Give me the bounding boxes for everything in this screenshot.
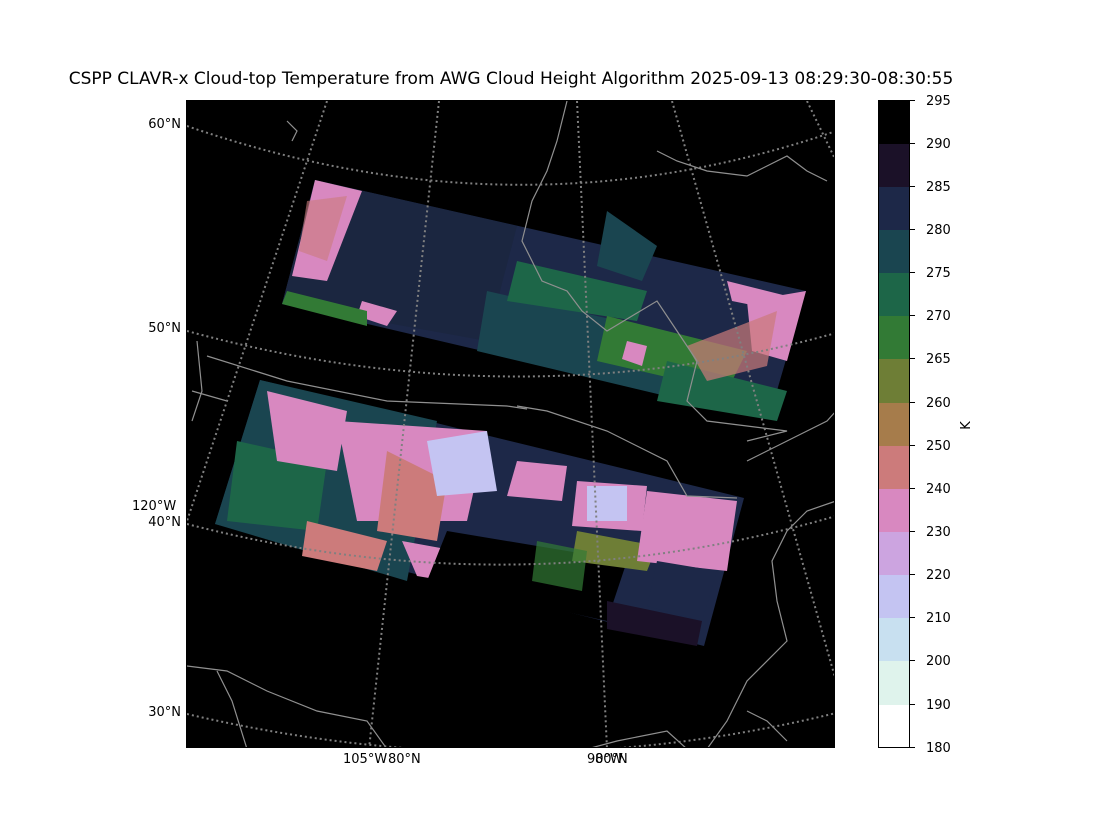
colorbar-tick bbox=[910, 747, 915, 748]
lat-label-50: 50°N bbox=[148, 321, 181, 336]
colorbar-tick bbox=[910, 315, 915, 316]
graticule bbox=[187, 101, 834, 747]
colorbar-tick bbox=[910, 617, 915, 618]
southern-swath bbox=[215, 380, 744, 646]
colorbar-tick-label: 240 bbox=[926, 482, 951, 497]
map-canvas bbox=[187, 101, 834, 747]
colorbar-tick-label: 270 bbox=[926, 309, 951, 324]
colorbar-tick bbox=[910, 229, 915, 230]
colorbar-tick-label: 290 bbox=[926, 137, 951, 152]
colorbar-tick-label: 180 bbox=[926, 741, 951, 756]
overlap-label-80n-b: 80°N bbox=[595, 752, 628, 767]
colorbar-band bbox=[879, 187, 909, 230]
colorbar-band bbox=[879, 575, 909, 618]
lat-label-60: 60°N bbox=[148, 117, 181, 132]
colorbar-unit-label: K bbox=[958, 421, 974, 430]
colorbar-tick bbox=[910, 100, 915, 101]
colorbar-tick-label: 200 bbox=[926, 654, 951, 669]
colorbar-band bbox=[879, 316, 909, 359]
colorbar-band bbox=[879, 532, 909, 575]
colorbar-band bbox=[879, 101, 909, 144]
colorbar-tick-label: 190 bbox=[926, 698, 951, 713]
colorbar-band bbox=[879, 144, 909, 187]
colorbar-tick-label: 280 bbox=[926, 223, 951, 238]
colorbar-tick bbox=[910, 186, 915, 187]
colorbar-band bbox=[879, 273, 909, 316]
colorbar-tick-label: 220 bbox=[926, 568, 951, 583]
colorbar-tick bbox=[910, 143, 915, 144]
colorbar-band bbox=[879, 230, 909, 273]
colorbar-tick bbox=[910, 488, 915, 489]
colorbar-band bbox=[879, 446, 909, 489]
lon-label-120w: 120°W bbox=[132, 499, 177, 514]
colorbar-tick-label: 260 bbox=[926, 396, 951, 411]
colorbar-tick-label: 230 bbox=[926, 525, 951, 540]
lon-label-105w: 105°W bbox=[343, 752, 388, 767]
northern-swath bbox=[282, 180, 806, 421]
colorbar-tick bbox=[910, 358, 915, 359]
lon-label-90w: 90°W bbox=[587, 752, 623, 767]
colorbar-band bbox=[879, 489, 909, 532]
colorbar-tick bbox=[910, 660, 915, 661]
lat-label-30: 30°N bbox=[148, 705, 181, 720]
colorbar-tick bbox=[910, 402, 915, 403]
colorbar-tick-label: 295 bbox=[926, 94, 951, 109]
lat-label-40: 40°N bbox=[148, 515, 181, 530]
colorbar-band bbox=[879, 359, 909, 403]
colorbar bbox=[878, 100, 910, 748]
colorbar-tick bbox=[910, 445, 915, 446]
colorbar-tick-label: 275 bbox=[926, 266, 951, 281]
colorbar-tick bbox=[910, 272, 915, 273]
colorbar-tick bbox=[910, 574, 915, 575]
map-panel bbox=[186, 100, 835, 748]
colorbar-tick-label: 250 bbox=[926, 439, 951, 454]
colorbar-band bbox=[879, 705, 909, 747]
colorbar-band bbox=[879, 661, 909, 705]
colorbar-tick-label: 210 bbox=[926, 611, 951, 626]
colorbar-band bbox=[879, 403, 909, 446]
coastlines bbox=[187, 101, 834, 747]
colorbar-tick-label: 265 bbox=[926, 352, 951, 367]
colorbar-tick bbox=[910, 704, 915, 705]
colorbar-tick bbox=[910, 531, 915, 532]
overlap-label-80n-a: 80°N bbox=[388, 752, 421, 767]
colorbar-band bbox=[879, 618, 909, 661]
figure-title: CSPP CLAVR-x Cloud-top Temperature from … bbox=[68, 69, 954, 89]
colorbar-tick-label: 285 bbox=[926, 180, 951, 195]
